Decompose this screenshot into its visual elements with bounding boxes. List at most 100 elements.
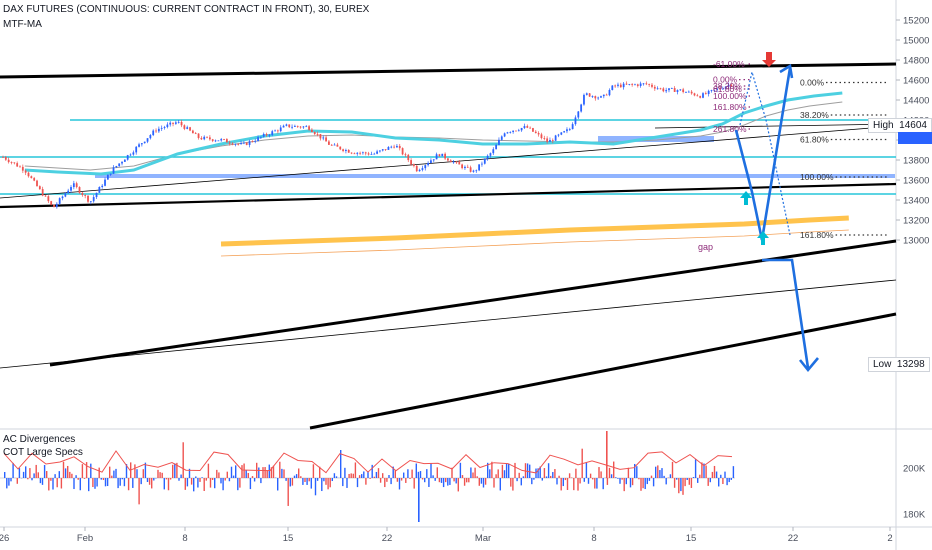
candle-body — [668, 88, 670, 91]
osc-bar — [293, 475, 296, 478]
candle-body — [138, 144, 140, 147]
osc-bar — [426, 469, 428, 478]
candle-body — [30, 176, 33, 179]
candle-body — [458, 161, 461, 165]
time-axis[interactable]: 26 Feb 8 15 22 Mar 8 15 22 2 — [0, 527, 893, 544]
osc-bar — [159, 472, 161, 478]
mid-channel-line[interactable] — [0, 182, 897, 209]
fib-level-label: 38.20% — [713, 81, 742, 91]
candle-body — [438, 154, 441, 157]
osc-bar — [73, 478, 75, 490]
osc-bar — [688, 478, 690, 485]
candle-body — [696, 95, 699, 97]
osc-bar — [134, 464, 136, 478]
candle-body — [279, 127, 282, 132]
upper-resistance-line[interactable] — [0, 62, 897, 79]
osc-bar — [342, 478, 344, 487]
osc-bar — [90, 463, 92, 478]
candle-body — [523, 126, 526, 129]
candle-body — [571, 124, 574, 130]
osc-bar — [340, 450, 342, 478]
osc-bar — [682, 478, 684, 495]
osc-bar — [60, 478, 63, 489]
osc-bar — [190, 478, 193, 485]
osc-bar — [615, 477, 617, 478]
osc-bar — [228, 478, 231, 482]
main-pane[interactable] — [0, 0, 896, 428]
osc-bar — [421, 478, 424, 480]
candle-body — [427, 163, 429, 166]
candle-body — [614, 85, 617, 87]
zone-1 — [95, 174, 895, 178]
candle-body — [432, 159, 435, 161]
candle-body — [296, 125, 299, 127]
fib-level-label: 0.00% — [800, 78, 825, 88]
osc-bar — [77, 478, 79, 480]
candle-body — [257, 137, 259, 141]
osc-bar — [56, 478, 58, 488]
candle-body — [464, 166, 466, 169]
osc-bar — [468, 478, 470, 483]
support-line-1[interactable] — [49, 239, 897, 367]
osc-bar — [665, 478, 667, 485]
candle-body — [466, 166, 469, 168]
projection-path-down[interactable] — [762, 258, 810, 369]
candle-body — [313, 132, 316, 135]
candle-body — [478, 164, 481, 171]
candle-body — [330, 144, 333, 146]
projection-path-up[interactable] — [734, 67, 792, 241]
time-tick-label: 22 — [788, 533, 799, 544]
osc-bar — [247, 472, 249, 478]
osc-bar — [308, 478, 310, 482]
osc-bar — [258, 467, 260, 478]
osc-bar — [104, 478, 107, 487]
candle-body — [44, 195, 47, 197]
trend-lines[interactable] — [0, 62, 897, 430]
osc-bar — [692, 477, 695, 478]
osc-bar — [690, 478, 693, 488]
osc-bar — [392, 466, 394, 478]
osc-bar — [409, 478, 411, 479]
osc-bar — [701, 462, 703, 478]
time-tick-label: Mar — [475, 533, 491, 544]
osc-bar — [634, 463, 636, 478]
osc-bar — [407, 469, 409, 478]
candle-body — [359, 152, 361, 154]
osc-bar — [369, 478, 371, 479]
osc-bar — [705, 465, 707, 478]
candle-body — [70, 187, 72, 191]
osc-bar — [125, 464, 128, 478]
support-line-2[interactable] — [309, 312, 897, 430]
candle-body — [64, 193, 67, 197]
osc-bar — [272, 465, 275, 478]
osc-bar — [579, 478, 581, 484]
projection-arrows[interactable] — [734, 52, 819, 373]
candle-body — [373, 153, 376, 155]
fib-levels[interactable]: -61.00%0.00%38.20%61.80%100.00%161.80%26… — [713, 59, 888, 240]
candle-body — [418, 169, 421, 172]
indicator-tick-label: 200K — [903, 464, 926, 475]
divergence-line — [3, 450, 733, 474]
channel-thin-top[interactable] — [0, 125, 897, 199]
osc-bar — [289, 478, 291, 487]
zone-gap — [598, 136, 714, 142]
candle-body — [211, 139, 214, 141]
candle-body — [140, 143, 143, 145]
oscillator-bars — [0, 431, 735, 522]
osc-bar — [606, 478, 609, 485]
candle-body — [489, 153, 492, 156]
osc-bar — [379, 478, 382, 483]
candle-body — [345, 149, 347, 151]
channel-thin-bottom[interactable] — [0, 279, 897, 369]
high-channel-line[interactable] — [654, 123, 897, 129]
osc-bar — [659, 470, 661, 478]
osc-bar — [575, 468, 577, 478]
osc-bar — [249, 478, 252, 490]
candle-body — [370, 153, 373, 155]
candle-body — [302, 126, 305, 128]
osc-bar — [554, 469, 556, 478]
osc-bar — [363, 471, 365, 478]
osc-bar — [671, 461, 674, 478]
osc-bar — [186, 478, 189, 487]
